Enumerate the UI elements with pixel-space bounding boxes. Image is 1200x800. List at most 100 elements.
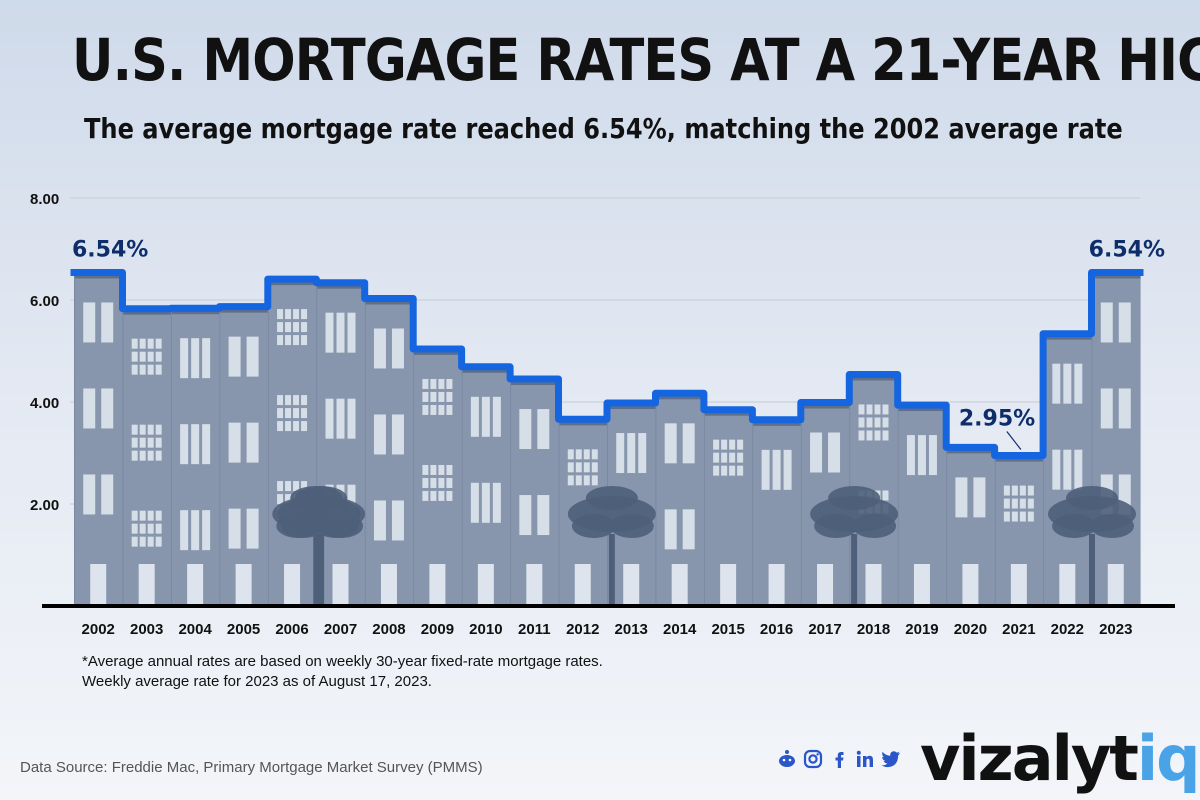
window [591,462,598,473]
window [1019,498,1026,509]
window [737,439,744,450]
instagram-icon[interactable] [802,748,824,770]
annotation-leader [1006,431,1022,450]
window [285,481,292,492]
x-tick-label: 2021 [1002,621,1035,638]
window [147,338,154,349]
window [277,322,284,333]
door [284,564,301,606]
x-tick-label: 2003 [130,621,163,638]
window [446,404,453,415]
window [575,462,582,473]
window [446,378,453,389]
chart-title: U.S. MORTGAGE RATES AT A 21-YEAR HIGH [72,26,1200,94]
x-tick-label: 2018 [857,621,890,638]
window [293,421,300,432]
tree-canopy [609,514,654,538]
window [277,309,284,320]
twitter-icon[interactable] [880,748,902,770]
window [438,464,445,475]
x-tick-labels: 2002 2003 2004 2005 2006 2007 2008 2009 2010 2011… [82,621,1133,638]
door [138,564,155,606]
window [301,408,308,419]
window [155,523,162,534]
window [373,414,386,455]
window [737,452,744,463]
tree-trunk [1089,534,1095,606]
window [1027,485,1034,496]
chart-subtitle: The average mortgage rate reached 6.54%,… [84,112,1123,145]
window [1027,498,1034,509]
x-tick-label: 2004 [178,621,212,638]
window [301,395,308,406]
window [131,523,138,534]
window [430,391,437,402]
window [438,490,445,501]
window [882,417,889,428]
window [713,465,720,476]
door [1010,564,1027,606]
social-links [776,748,902,770]
tree-canopy [828,486,881,510]
window [139,510,146,521]
facebook-icon[interactable] [828,748,850,770]
x-tick-label: 2016 [760,621,793,638]
x-tick-label: 2015 [711,621,744,638]
window [191,424,200,465]
door [962,564,979,606]
window [1011,511,1018,522]
footnote-line-1: *Average annual rates are based on weekl… [82,653,603,670]
window [575,449,582,460]
annotation-label: 6.54% [72,237,148,262]
building-2023 [1091,272,1141,606]
reddit-icon[interactable] [776,748,798,770]
window [139,364,146,375]
window [202,510,211,551]
window [147,364,154,375]
building-2003 [122,308,172,606]
window [285,421,292,432]
window [131,424,138,435]
window [246,336,259,377]
door [671,564,688,606]
window [537,495,550,536]
building-edge [510,379,512,606]
window [1063,449,1072,490]
window [293,335,300,346]
window [664,423,677,464]
window [293,408,300,419]
window [874,417,881,428]
door [623,564,640,606]
window [1100,302,1113,343]
y-tick-labels: 2.00 4.00 6.00 8.00 [30,191,59,514]
window [147,437,154,448]
window [430,490,437,501]
window [155,437,162,448]
window [1003,485,1010,496]
window [131,450,138,461]
window [101,302,114,343]
rate-step-line [70,269,1144,459]
building-edge [413,348,415,606]
window [347,312,356,353]
window [191,510,200,551]
brand-logo-main: vizalyt [920,722,1139,795]
window [293,395,300,406]
window [729,465,736,476]
tree-canopy [290,486,343,510]
window [1100,388,1113,429]
brand-logo: vizalytiq [920,722,1200,795]
building-edge [703,409,705,606]
window [277,335,284,346]
window [866,404,873,415]
door [817,564,834,606]
door [574,564,591,606]
window [155,450,162,461]
building-edge [316,282,318,606]
window [139,351,146,362]
tree-canopy [276,514,321,538]
window [446,490,453,501]
window [228,336,241,377]
linkedin-icon[interactable] [854,748,876,770]
x-tick-label: 2020 [954,621,987,638]
